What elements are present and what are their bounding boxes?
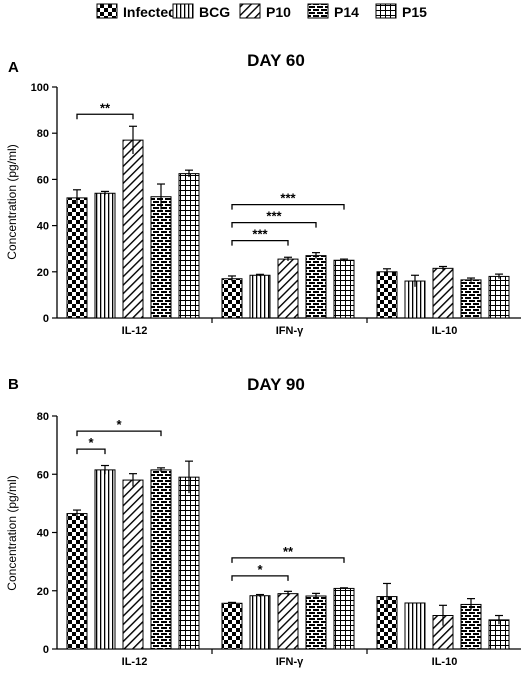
bar-p15 — [333, 587, 355, 650]
bar-bcg — [404, 602, 426, 650]
bar-p10 — [432, 267, 454, 319]
y-axis-label: Concentration (pg/ml) — [5, 475, 19, 590]
chart-title: DAY 60 — [247, 51, 305, 70]
y-tick-label: 80 — [37, 411, 49, 423]
x-tick-label: IFN-γ — [276, 325, 304, 337]
y-tick-label: 0 — [43, 644, 49, 656]
bar-infected — [66, 197, 88, 319]
significance-bracket — [231, 203, 345, 210]
legend-swatch-bcg — [172, 3, 194, 19]
bar-p10 — [122, 479, 144, 650]
significance-label: *** — [266, 209, 282, 224]
significance-bracket — [76, 430, 162, 437]
bar-p10 — [122, 139, 144, 319]
significance-bracket — [76, 448, 106, 455]
significance-label: * — [88, 435, 94, 450]
bar-infected — [66, 513, 88, 650]
bar-p14 — [150, 469, 172, 650]
panel-label: A — [8, 59, 19, 76]
significance-label: *** — [280, 191, 296, 206]
y-tick-label: 20 — [37, 586, 49, 598]
legend-swatch-infected — [96, 3, 118, 19]
bar-p15 — [333, 259, 355, 319]
x-tick-label: IL-12 — [122, 325, 148, 337]
significance-bracket — [76, 113, 134, 120]
bar-p10 — [277, 258, 299, 319]
chart-panel-day-90: B DAY 90 Concentration (pg/ml) 0 20 40 60 80… — [5, 375, 521, 668]
bar-p14 — [305, 255, 327, 319]
legend-label-infected: Infected — [123, 4, 177, 20]
panel-label: B — [8, 376, 19, 393]
significance-label: *** — [252, 227, 268, 242]
bar-p14 — [150, 196, 172, 319]
bar-infected — [376, 271, 398, 319]
significance-label: ** — [100, 100, 111, 115]
legend-label-p15: P15 — [402, 4, 427, 20]
x-tick-label: IFN-γ — [276, 656, 304, 668]
bar-bcg — [94, 192, 116, 319]
bar-p14 — [460, 603, 482, 650]
significance-label: ** — [283, 544, 294, 559]
y-tick-label: 80 — [37, 128, 49, 140]
significance-bracket — [231, 221, 317, 228]
y-axis-label: Concentration (pg/ml) — [5, 144, 19, 259]
chart-panel-day-60: A DAY 60 Concentration (pg/ml) 0 20 40 60 80… — [5, 51, 521, 337]
legend-label-p14: P14 — [334, 4, 359, 20]
legend-swatch-p14 — [307, 3, 329, 19]
significance-label: * — [116, 417, 122, 432]
chart-title: DAY 90 — [247, 375, 305, 394]
y-tick-label: 40 — [37, 221, 49, 233]
bar-p14 — [460, 279, 482, 319]
bar-p14 — [305, 595, 327, 650]
y-tick-label: 40 — [37, 528, 49, 540]
y-tick-label: 20 — [37, 267, 49, 279]
legend-swatch-p15 — [375, 3, 397, 19]
bar-p10 — [277, 593, 299, 650]
y-tick-label: 100 — [31, 82, 49, 94]
x-tick-label: IL-10 — [432, 656, 458, 668]
y-tick-label: 0 — [43, 313, 49, 325]
significance-bracket — [231, 575, 289, 581]
legend-label-bcg: BCG — [199, 4, 230, 20]
bar-infected — [221, 602, 243, 650]
bar-bcg — [249, 274, 271, 319]
significance-bracket — [231, 239, 289, 246]
significance-label: * — [257, 562, 263, 577]
bar-p15 — [488, 275, 510, 319]
legend: Infected BCG P10 P14 P15 — [96, 3, 427, 20]
x-tick-label: IL-10 — [432, 325, 458, 337]
y-tick-label: 60 — [37, 469, 49, 481]
bar-p15 — [178, 173, 200, 319]
bar-bcg — [249, 595, 271, 650]
bar-bcg — [94, 469, 116, 650]
x-tick-label: IL-12 — [122, 656, 148, 668]
y-tick-label: 60 — [37, 174, 49, 186]
bar-infected — [221, 278, 243, 319]
legend-label-p10: P10 — [266, 4, 291, 20]
legend-swatch-p10 — [239, 3, 261, 19]
bar-p15 — [178, 476, 200, 650]
significance-bracket — [231, 557, 345, 563]
